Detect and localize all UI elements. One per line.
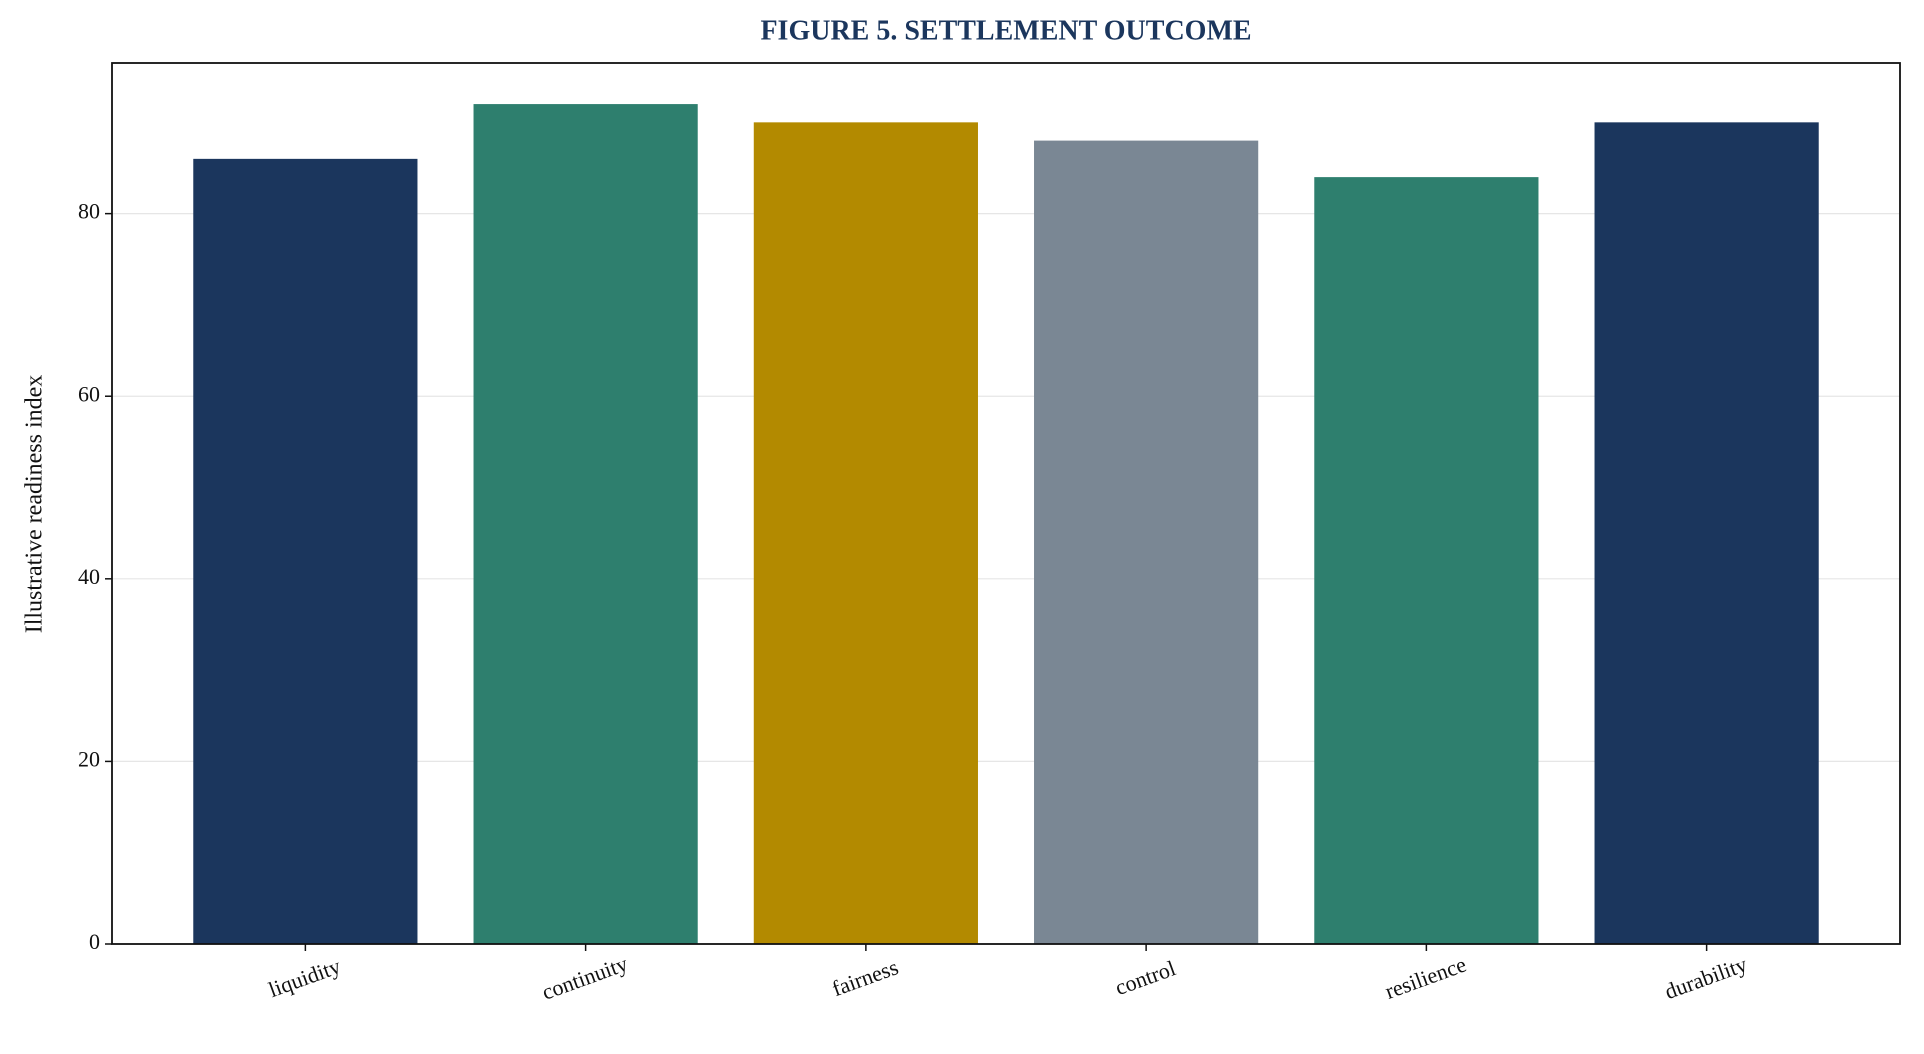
y-tick-label: 0 — [89, 929, 100, 954]
y-tick-label: 40 — [78, 564, 100, 589]
x-tick-label: durability — [1661, 951, 1750, 1004]
x-tick-label: fairness — [829, 954, 902, 1001]
x-tick-label: continuity — [539, 951, 631, 1005]
y-tick-label: 20 — [78, 746, 100, 771]
x-tick-label: liquidity — [265, 953, 344, 1002]
bar — [1034, 140, 1259, 944]
bar — [1314, 177, 1539, 945]
y-axis-label: Illustrative readiness index — [22, 375, 48, 634]
bar — [1594, 122, 1819, 944]
plot-frame — [111, 62, 1901, 945]
bar — [473, 104, 698, 945]
y-tick-label: 80 — [78, 199, 100, 224]
x-tick-label: resilience — [1382, 952, 1470, 1004]
chart-title: FIGURE 5. SETTLEMENT OUTCOME — [760, 15, 1251, 46]
x-tick-label: control — [1112, 955, 1179, 1000]
y-tick-label: 60 — [78, 381, 100, 406]
bar — [193, 158, 418, 944]
bar — [753, 122, 978, 944]
